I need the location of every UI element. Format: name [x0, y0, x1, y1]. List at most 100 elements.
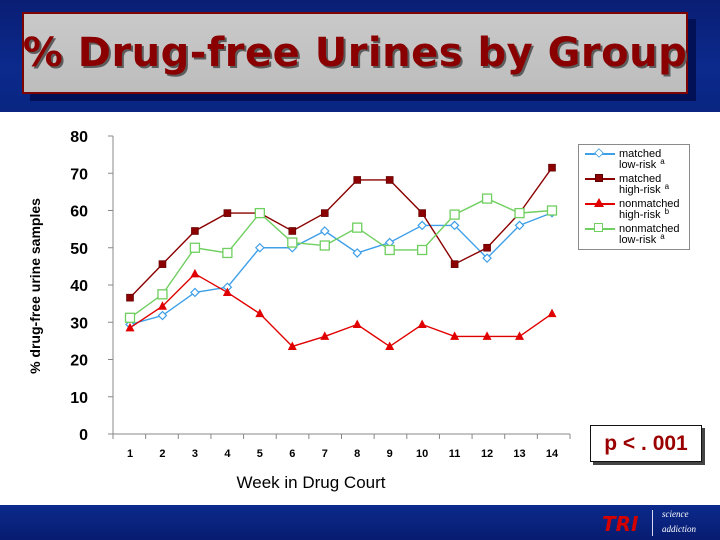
- chart-axes: [108, 135, 571, 439]
- y-tick-label: 80: [70, 129, 88, 146]
- data-point: [483, 243, 491, 252]
- x-tick-label: 10: [416, 448, 428, 460]
- data-point: [418, 209, 426, 217]
- x-tick-labels: 1 2 3 4 5 6 7 8 9 10 11 12 13 14: [127, 448, 559, 460]
- data-point: [417, 220, 428, 231]
- series-nonmatched-low-risk: [124, 193, 558, 323]
- legend-label: low-risk: [619, 159, 657, 171]
- title-box: % Drug-free Urines by Group: [22, 12, 688, 94]
- data-point: [124, 312, 136, 323]
- data-point: [223, 209, 232, 217]
- series-line: [129, 167, 553, 299]
- data-point: [222, 287, 232, 296]
- data-point: [352, 319, 362, 328]
- y-tick-labels: 0 10 20 30 40 50 60 70 80: [70, 129, 88, 444]
- legend-marker-square: [595, 174, 603, 182]
- legend-label: nonmatched: [619, 198, 680, 210]
- logo-tagline-addiction: addiction: [662, 524, 696, 534]
- data-point: [514, 220, 525, 231]
- data-point: [515, 331, 525, 340]
- data-point: [320, 209, 329, 217]
- data-point: [384, 244, 395, 256]
- data-point: [548, 163, 556, 172]
- data-point: [352, 248, 363, 258]
- legend-entry-matched-high-risk: matched high-risk a: [583, 173, 687, 197]
- data-point: [450, 331, 460, 340]
- p-value-box: p < . 001: [590, 425, 702, 462]
- series-line: [129, 197, 553, 319]
- x-tick-label: 13: [513, 448, 525, 460]
- page-title: % Drug-free Urines by Group: [22, 30, 688, 76]
- legend-label: low-risk: [619, 234, 657, 246]
- data-point: [352, 222, 363, 233]
- data-point: [450, 260, 459, 268]
- x-tick-label: 6: [289, 448, 295, 460]
- legend-label: matched: [619, 148, 662, 160]
- series-nonmatched-high-risk: [125, 268, 557, 350]
- y-tick-label: 40: [70, 278, 88, 295]
- data-point: [190, 268, 200, 278]
- data-point: [481, 193, 493, 204]
- data-point: [417, 319, 427, 328]
- data-point: [157, 289, 168, 300]
- legend-label-row: low-risk a: [619, 157, 665, 172]
- x-tick-label: 2: [159, 448, 165, 460]
- data-point: [449, 209, 460, 220]
- data-point: [126, 293, 134, 302]
- data-point: [514, 207, 525, 219]
- legend-marker-open-square: [594, 223, 603, 232]
- data-point: [385, 341, 395, 350]
- data-point: [157, 301, 167, 310]
- data-point: [158, 260, 167, 268]
- data-point: [288, 227, 297, 235]
- x-tick-label: 5: [257, 448, 263, 460]
- data-point: [222, 247, 233, 259]
- legend-marker-triangle: [594, 198, 604, 207]
- legend-label: high-risk: [619, 184, 661, 196]
- data-point: [157, 310, 168, 321]
- x-tick-label: 12: [481, 448, 493, 460]
- data-point: [449, 220, 460, 231]
- x-axis-label: Week in Drug Court: [237, 473, 386, 492]
- legend-label-row: high-risk a: [619, 182, 670, 197]
- series-matched-high-risk: [126, 163, 556, 302]
- x-tick-label: 14: [546, 448, 559, 460]
- data-point: [254, 242, 265, 253]
- legend-note: b: [664, 207, 670, 216]
- data-point: [353, 176, 362, 184]
- logo-tagline-science: science: [662, 509, 689, 519]
- legend-label-row: low-risk a: [619, 232, 665, 247]
- y-tick-label: 30: [70, 315, 88, 332]
- data-point: [125, 322, 135, 332]
- footer-logo: TRI science addiction: [602, 508, 712, 538]
- data-point: [287, 341, 297, 350]
- data-point: [189, 242, 201, 253]
- data-point: [319, 240, 330, 251]
- y-tick-label: 50: [70, 241, 88, 258]
- y-tick-label: 60: [70, 204, 88, 221]
- data-point: [191, 227, 199, 235]
- data-point: [482, 331, 492, 340]
- x-tick-label: 1: [127, 448, 133, 460]
- series-line: [129, 212, 553, 326]
- legend-entry-nonmatched-low-risk: nonmatched low-risk a: [583, 223, 687, 247]
- x-tick-label: 11: [449, 448, 461, 460]
- data-point: [319, 226, 330, 236]
- chart-series: [124, 163, 558, 350]
- legend-marker-diamond: [594, 148, 604, 158]
- chart-legend: matched low-risk a matched high-risk a non…: [578, 144, 690, 250]
- x-tick-label: 4: [224, 448, 231, 460]
- series-line: [129, 272, 553, 348]
- legend-label: nonmatched: [619, 223, 680, 235]
- footer-band: [0, 505, 720, 540]
- legend-note: a: [664, 182, 670, 191]
- x-tick-label: 8: [354, 448, 360, 460]
- legend-entry-matched-low-risk: matched low-risk a: [583, 148, 687, 172]
- data-point: [482, 253, 492, 264]
- data-point: [385, 176, 394, 184]
- data-point: [547, 308, 557, 318]
- logo-divider: [652, 510, 653, 536]
- y-axis-label: % drug-free urine samples: [27, 198, 43, 374]
- data-point: [546, 205, 558, 216]
- data-point: [254, 207, 265, 219]
